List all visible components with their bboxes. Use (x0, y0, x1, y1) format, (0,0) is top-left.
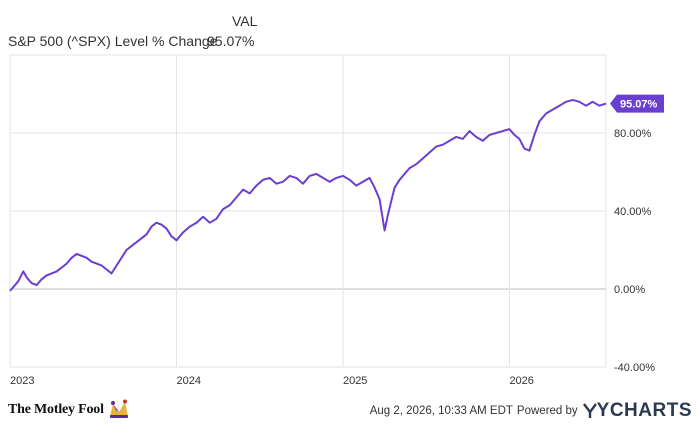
plot-frame (9, 54, 607, 368)
legend-column-header: VAL (232, 13, 258, 29)
x-tick-label: 2024 (176, 375, 200, 387)
ycharts-logo: YCHARTS (582, 400, 692, 422)
y-tick-label: 80.00% (614, 128, 652, 140)
legend-series-name: S&P 500 (^SPX) Level % Change (8, 33, 218, 49)
motley-fool-wordmark: The Motley Fool (8, 402, 104, 417)
series-layer (9, 98, 607, 292)
chart-legend: VAL S&P 500 (^SPX) Level % Change 95.07% (0, 0, 700, 56)
footer-attribution: Aug 2, 2026, 10:33 AM EDT Powered by YCH… (370, 400, 692, 422)
timestamp: Aug 2, 2026, 10:33 AM EDT (369, 405, 513, 417)
last-value-callout: 95.07% (610, 94, 664, 113)
y-tick-label: 40.00% (614, 206, 652, 218)
jester-cap-icon (109, 399, 128, 418)
line-chart: 80.00% 40.00% 0.00% -40.00% 2023 2024 2025 2026… (9, 54, 664, 387)
y-tick-label: -40.00% (614, 362, 655, 374)
ycharts-wordmark: YCHARTS (596, 400, 692, 421)
last-value-label: 95.07% (620, 99, 658, 111)
y-tick-label: 0.00% (614, 284, 645, 296)
axis-labels: 80.00% 40.00% 0.00% -40.00% 2023 2024 2025 2026 (10, 128, 655, 387)
ycharts-mark-icon (582, 403, 597, 418)
series-line-spx (9, 98, 607, 292)
powered-by-label: Powered by (516, 405, 578, 417)
x-tick-label: 2025 (343, 375, 367, 387)
last-value-tag (610, 94, 664, 113)
grid-layer (9, 54, 607, 368)
x-tick-label: 2026 (509, 375, 533, 387)
legend-series-value: 95.07% (207, 33, 255, 49)
motley-fool-logo: The Motley Fool (8, 397, 131, 423)
x-tick-label: 2023 (10, 375, 34, 387)
